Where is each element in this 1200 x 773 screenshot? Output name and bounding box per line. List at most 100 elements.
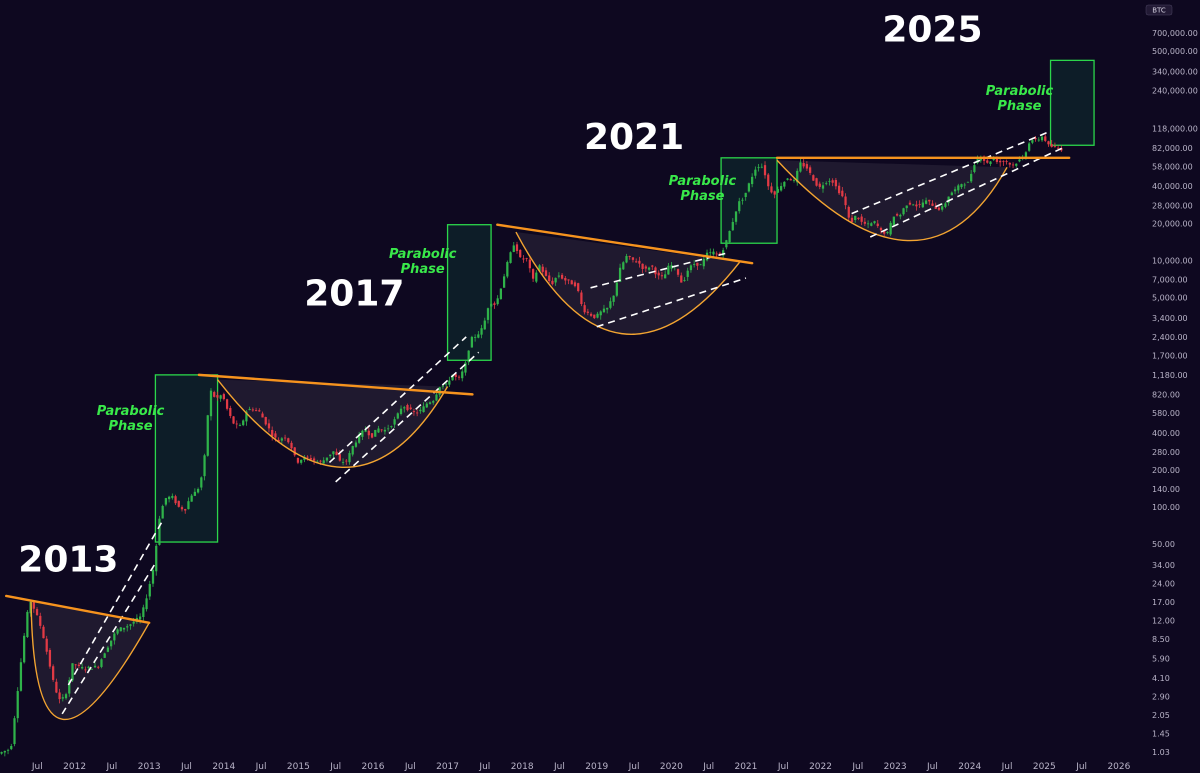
candle-body — [928, 199, 931, 202]
candle-body — [912, 204, 915, 206]
candle-body — [396, 413, 399, 419]
candle-body — [776, 189, 780, 193]
cup-curve — [30, 601, 150, 721]
candle-body — [831, 180, 834, 183]
candle-body — [667, 265, 670, 275]
candle-body — [757, 167, 760, 169]
y-tick-label: 2,400.00 — [1152, 333, 1188, 342]
candle-body — [419, 409, 422, 412]
candle-body — [3, 750, 6, 753]
candle-body — [722, 250, 725, 256]
candle-body — [477, 334, 480, 338]
candle-body — [892, 216, 895, 226]
candle-body — [828, 181, 831, 183]
candle-body — [870, 223, 873, 226]
cycle-year-label: 2013 — [18, 539, 118, 580]
y-tick-label: 34.00 — [1152, 561, 1175, 570]
candle-body — [345, 460, 348, 462]
cup-fill — [31, 601, 150, 720]
y-tick-label: 5,000.00 — [1152, 294, 1188, 303]
candle-body — [937, 207, 941, 210]
candle-body — [763, 165, 767, 176]
candle-body — [615, 282, 618, 296]
y-tick-label: 82,000.00 — [1152, 144, 1193, 153]
candle-body — [464, 362, 467, 373]
candle-body — [538, 265, 541, 271]
parabolic-phase-box — [1049, 59, 1095, 146]
candle-body — [509, 252, 512, 263]
candle-body — [309, 458, 312, 460]
ticker-badge[interactable] — [1145, 4, 1173, 16]
candle-body — [631, 257, 635, 260]
candle-body — [441, 385, 445, 387]
candle-body — [184, 509, 187, 511]
y-tick-label: 1.45 — [1152, 730, 1170, 739]
y-tick-label: 24.00 — [1152, 579, 1175, 588]
support-channel-lower — [596, 277, 747, 328]
candle-body — [602, 308, 606, 313]
price-axis: BTC 700,000.00 500,000.00 340,000.00 240,00… — [1145, 4, 1198, 757]
x-tick-label: 2026 — [1107, 762, 1130, 772]
candle-body — [113, 633, 116, 641]
candle-body — [290, 442, 293, 449]
candle-body — [1037, 139, 1040, 141]
candle-body — [992, 158, 995, 160]
candle-body — [358, 434, 361, 443]
candle-body — [264, 417, 267, 425]
y-tick-label: 3,400.00 — [1152, 314, 1188, 323]
candle-body — [947, 196, 950, 203]
x-tick-label: 2022 — [809, 762, 832, 772]
candle-body — [293, 447, 296, 456]
candle-body — [573, 282, 577, 287]
candle-body — [106, 647, 110, 652]
candle-body — [821, 185, 825, 189]
time-axis: Jul 2012 Jul 2013 Jul 2014 Jul 2015 Jul 2016 Jul 20… — [31, 762, 1131, 772]
candle-body — [557, 275, 560, 277]
candle-body — [889, 222, 892, 235]
candle-body — [480, 328, 483, 335]
candle-body — [45, 638, 48, 652]
candle-body — [238, 425, 242, 426]
candle-body — [709, 252, 712, 254]
candle-body — [412, 411, 416, 413]
candle-body — [696, 262, 699, 266]
candle-body — [506, 262, 509, 277]
candle-body — [467, 350, 470, 363]
candle-body — [48, 649, 52, 667]
candle-body — [457, 376, 461, 378]
candle-body — [68, 680, 71, 694]
candle-body — [995, 157, 999, 162]
x-tick-label: 2021 — [734, 762, 757, 772]
candle-body — [837, 185, 841, 194]
candle-body — [860, 216, 863, 222]
candle-body — [654, 267, 657, 275]
candle-body — [187, 501, 190, 510]
x-tick-label: Jul — [851, 762, 863, 772]
candle-body — [319, 460, 322, 462]
candle-body — [0, 752, 3, 754]
candle-body — [808, 167, 812, 173]
candle-body — [883, 230, 886, 234]
candle-body — [989, 161, 992, 164]
cycle-year-label: 2021 — [584, 117, 684, 158]
candle-body — [10, 745, 13, 750]
candle-body — [1028, 143, 1031, 151]
candle-body — [844, 196, 847, 206]
candle-body — [448, 380, 451, 385]
candle-body — [361, 430, 364, 437]
candle-body — [42, 626, 45, 639]
candle-body — [399, 408, 403, 414]
resistance-line — [5, 594, 151, 625]
candle-body — [97, 666, 100, 668]
candle-body — [354, 442, 358, 447]
candle-body — [863, 221, 867, 224]
candle-body — [660, 275, 664, 277]
candle-body — [541, 266, 544, 272]
candle-body — [725, 240, 728, 248]
candle-body — [277, 439, 280, 442]
y-tick-label: 2.90 — [1152, 693, 1170, 702]
candle-body — [16, 691, 19, 719]
y-tick-label: 580.00 — [1152, 409, 1180, 418]
cycle-year-label: 2025 — [882, 9, 982, 50]
y-tick-label: 1.03 — [1152, 748, 1170, 757]
